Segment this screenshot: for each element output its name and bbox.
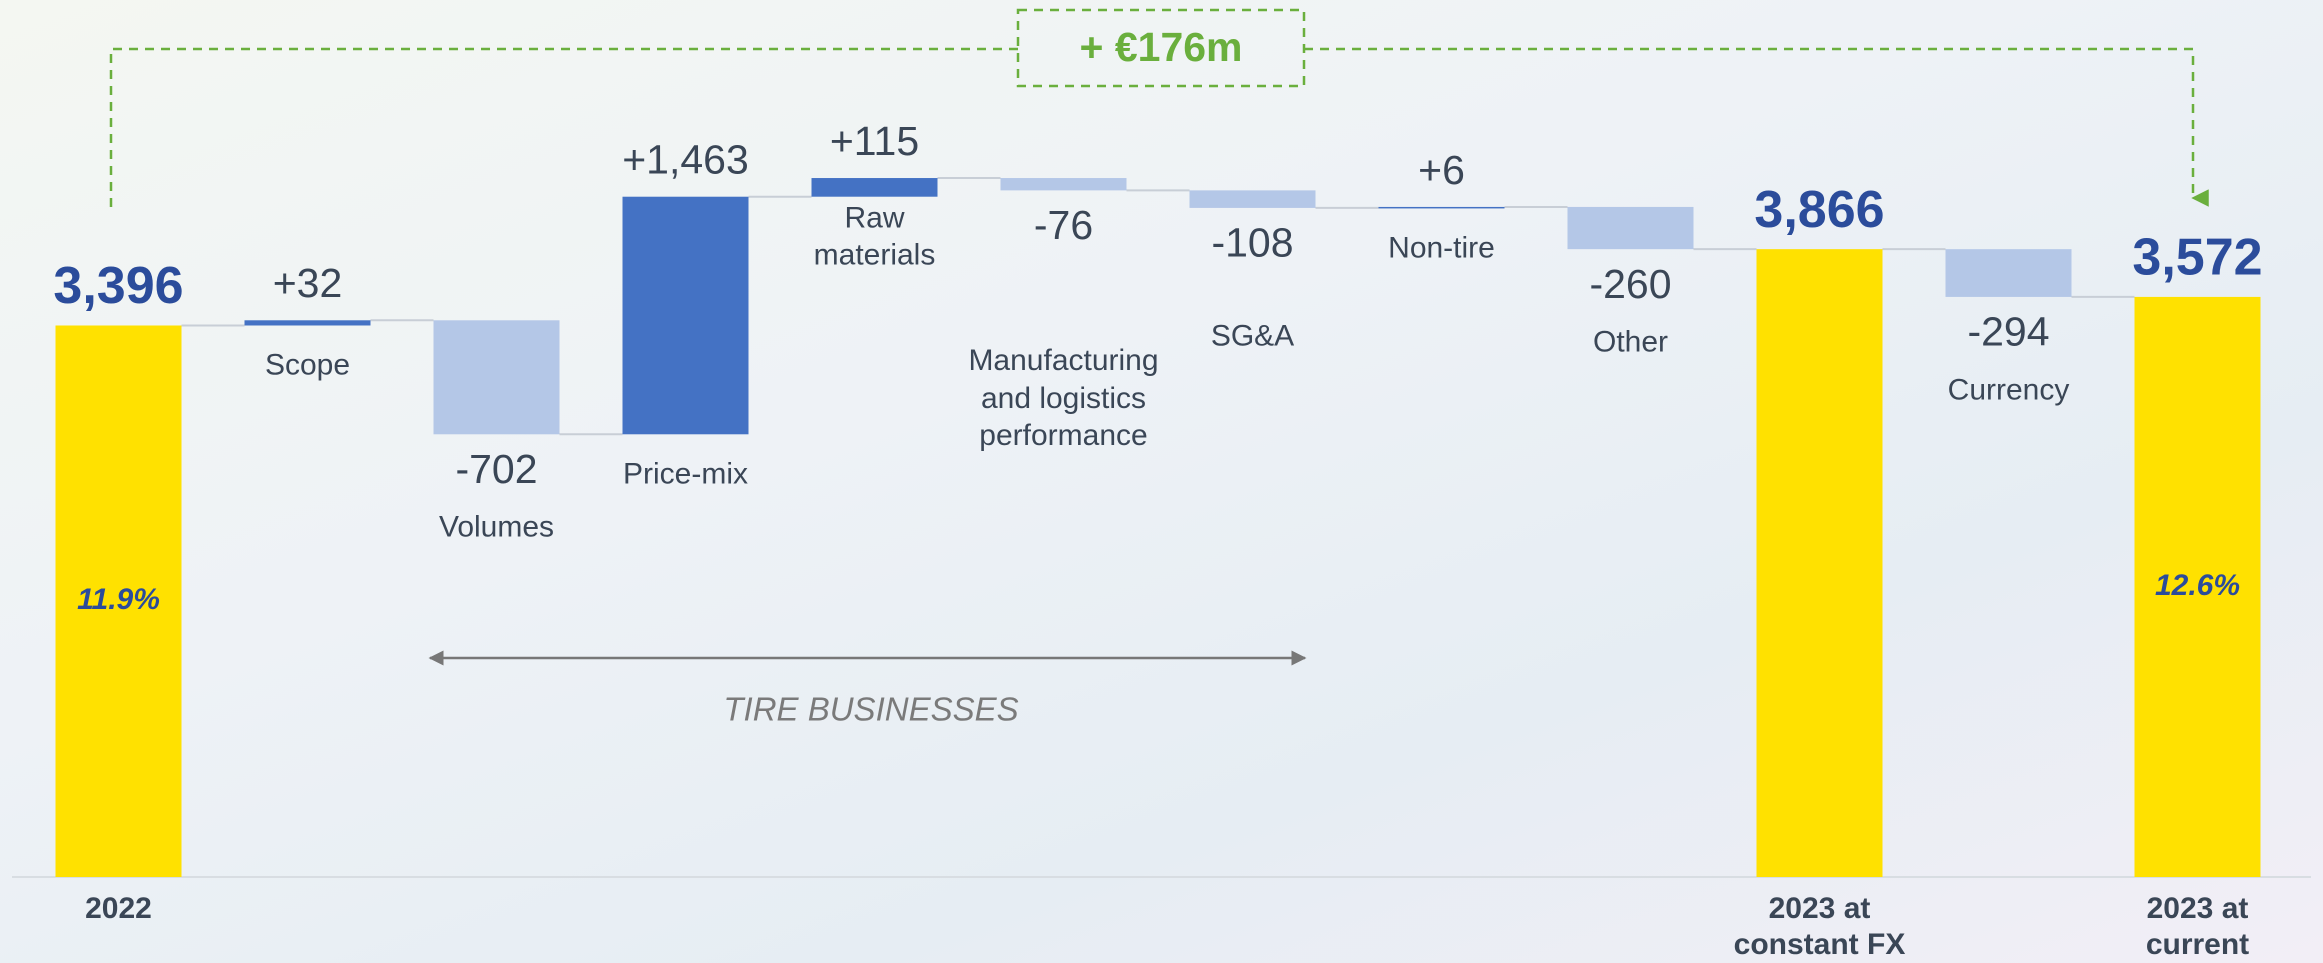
category-label: 2022 bbox=[85, 892, 152, 925]
bar bbox=[1189, 190, 1316, 208]
value-label: -702 bbox=[455, 446, 537, 492]
value-label: +115 bbox=[830, 118, 919, 164]
category-label: Currency bbox=[1947, 373, 2070, 407]
inner-label: 12.6% bbox=[2155, 569, 2240, 602]
bar bbox=[1756, 249, 1883, 877]
bracket bbox=[109, 47, 2193, 207]
bar bbox=[1378, 206, 1505, 209]
bar bbox=[244, 320, 371, 326]
category-label: 2023 at constant FX bbox=[1733, 892, 1906, 961]
value-label: -260 bbox=[1589, 261, 1671, 307]
bar bbox=[1000, 178, 1127, 191]
bar bbox=[433, 320, 560, 435]
category-label: Raw materials bbox=[813, 201, 936, 272]
category-label: Non-tire bbox=[1388, 231, 1495, 265]
inner-label: 11.9% bbox=[77, 583, 160, 616]
value-label: -76 bbox=[1034, 202, 1093, 248]
value-label: +32 bbox=[273, 260, 343, 306]
bar bbox=[55, 325, 182, 877]
category-label: SG&A bbox=[1210, 319, 1295, 353]
bracket-label: + €176m bbox=[1080, 24, 1243, 70]
value-label: -108 bbox=[1211, 220, 1293, 266]
category-label: Other bbox=[1592, 325, 1669, 359]
value-label: +6 bbox=[1418, 147, 1465, 193]
category-label: Volumes bbox=[438, 510, 555, 544]
bar bbox=[1567, 206, 1694, 250]
bar bbox=[811, 178, 938, 197]
category-label: Manufacturing and logistics performance bbox=[968, 344, 1159, 453]
bar bbox=[622, 196, 749, 435]
category-label: Scope bbox=[264, 348, 351, 382]
category-label: Price-mix bbox=[623, 457, 748, 491]
bracket-box bbox=[1016, 8, 1306, 88]
total-label: 3,866 bbox=[1754, 181, 1884, 239]
bar bbox=[2134, 296, 2261, 877]
bar bbox=[1945, 249, 2072, 297]
value-label: -294 bbox=[1967, 309, 2049, 355]
category-label: 2023 at current FX bbox=[2145, 892, 2250, 961]
tire-label: TIRE BUSINESSES bbox=[723, 691, 1018, 728]
total-label: 3,572 bbox=[2132, 229, 2262, 287]
total-label: 3,396 bbox=[53, 257, 183, 315]
value-label: +1,463 bbox=[622, 137, 749, 183]
